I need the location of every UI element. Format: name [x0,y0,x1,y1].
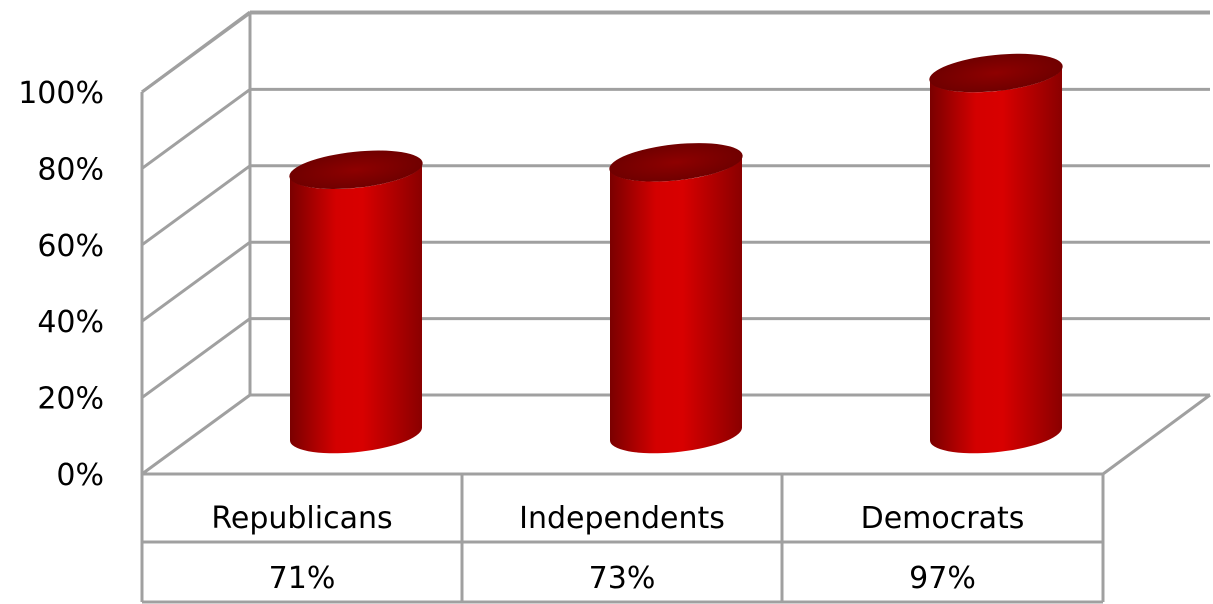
bars [289,53,1063,454]
bar-cylinder-top [929,53,1063,93]
category-label: Republicans [211,501,392,536]
data-table: Republicans 71% Independents 73% Democrats 97… [140,474,1105,604]
value-label: 97% [909,561,976,596]
bar [609,143,743,454]
y-tick-label: 80% [37,152,104,187]
y-tick-label: 60% [37,229,104,264]
bar-cylinder-top [289,150,423,189]
bar-cylinder-body [289,163,422,454]
bar [929,53,1063,454]
y-axis-tick-labels: 0% 20% 40% 60% 80% 100% [18,76,104,493]
bar [289,150,423,454]
y-tick-label: 0% [56,458,104,493]
bar-cylinder-top [609,143,743,182]
y-tick-label: 20% [37,382,104,417]
y-tick-label: 40% [37,305,104,340]
category-label: Democrats [861,501,1025,536]
side-wall-top-edge [141,10,251,94]
side-wall-gridline [141,317,251,399]
floor-right-edge [1102,393,1211,476]
value-label: 71% [269,561,336,596]
side-wall-gridline [141,240,251,323]
side-wall-gridline [141,88,251,170]
side-wall-gridline [141,393,251,476]
value-label: 73% [589,561,656,596]
y-tick-label: 100% [18,76,104,111]
bar-cylinder-body [609,156,742,454]
bar-cylinder-body [929,67,1062,454]
side-wall-gridline [141,164,251,247]
category-label: Independents [519,501,725,536]
